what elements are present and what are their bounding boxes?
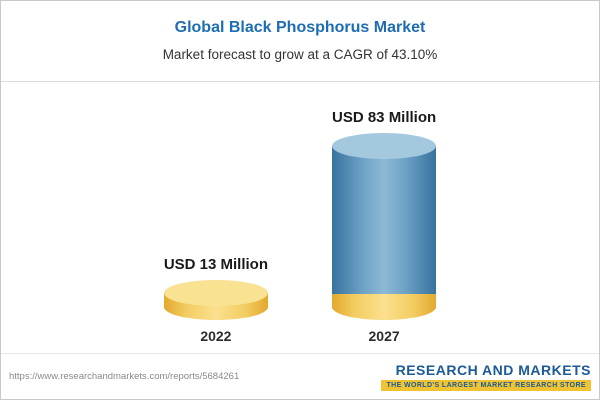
header-divider xyxy=(1,81,599,82)
cylinder-2022-top-ellipse xyxy=(163,280,268,306)
cylinder-2027 xyxy=(332,133,437,320)
cylinder-2027-base-band xyxy=(332,294,437,320)
chart-header: Global Black Phosphorus Market Market fo… xyxy=(1,1,599,62)
year-label-2027: 2027 xyxy=(368,328,400,344)
chart-title: Global Black Phosphorus Market xyxy=(174,19,426,36)
bar-group-2027: USD 83 Million 2027 xyxy=(332,109,436,344)
cylinder-bar-chart: USD 13 Million 2022 USD 83 Million 2027 xyxy=(1,81,599,344)
cylinder-2027-body xyxy=(332,146,437,320)
bar-group-2022: USD 13 Million 2022 xyxy=(164,256,268,344)
research-and-markets-logo: RESEARCH AND MARKETS THE WORLD'S LARGEST… xyxy=(381,362,591,391)
cylinder-2027-top-ellipse xyxy=(332,133,437,159)
cylinder-2027-fill xyxy=(332,146,437,294)
year-label-2022: 2022 xyxy=(200,328,232,344)
value-label-2027: USD 83 Million xyxy=(332,109,437,126)
value-label-2022: USD 13 Million xyxy=(163,256,268,273)
logo-tagline: THE WORLD'S LARGEST MARKET RESEARCH STOR… xyxy=(381,380,591,391)
footer: https://www.researchandmarkets.com/repor… xyxy=(1,353,599,399)
report-url: https://www.researchandmarkets.com/repor… xyxy=(9,371,240,382)
logo-wordmark: RESEARCH AND MARKETS xyxy=(395,362,591,378)
chart-subtitle: Market forecast to grow at a CAGR of 43.… xyxy=(162,47,438,62)
cylinder-2022 xyxy=(163,280,268,320)
